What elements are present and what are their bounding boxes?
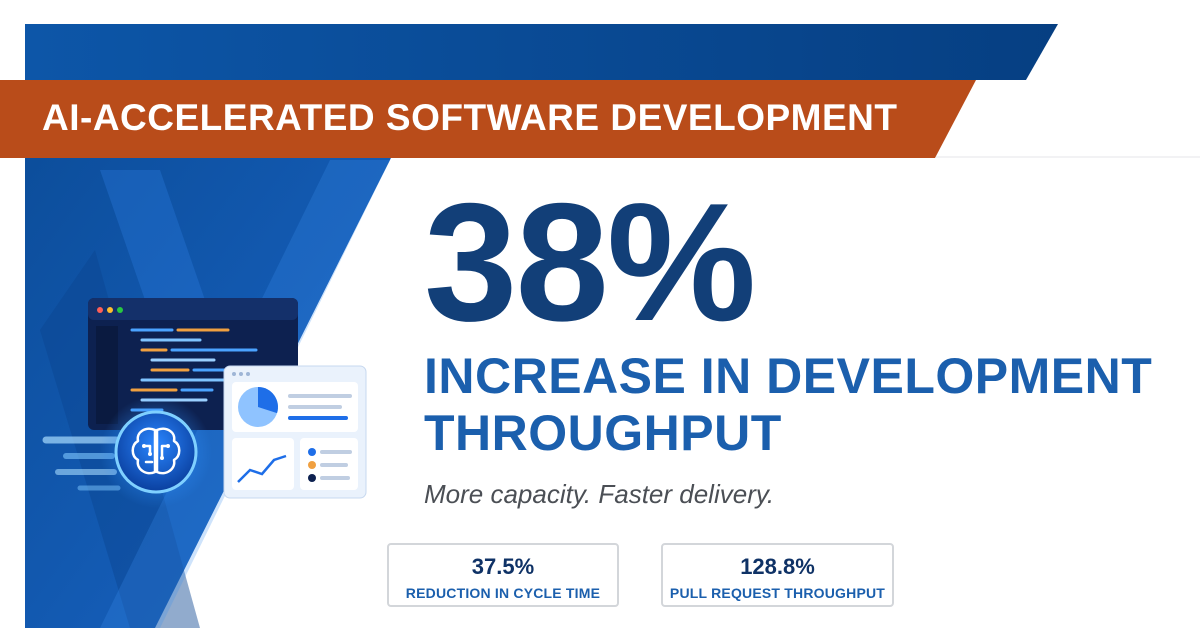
- top-blue-band: [25, 24, 1058, 80]
- banner-title: AI-ACCELERATED SOFTWARE DEVELOPMENT: [42, 97, 898, 138]
- stat-value: 128.8%: [740, 554, 815, 579]
- stat-label: PULL REQUEST THROUGHPUT: [669, 585, 886, 601]
- stat-label: REDUCTION IN CYCLE TIME: [405, 585, 601, 601]
- headline-percentage: 38%: [424, 168, 756, 356]
- stat-card-cycle-time: 37.5% REDUCTION IN CYCLE TIME: [387, 543, 619, 607]
- pie-slice: [258, 387, 278, 414]
- tagline: More capacity. Faster delivery.: [424, 479, 775, 509]
- title-banner: [0, 80, 976, 158]
- stat-value: 37.5%: [471, 554, 535, 579]
- headline-description: INCREASE IN DEVELOPMENT THROUGHPUT: [424, 348, 1153, 461]
- dashboard-window-icon: [223, 365, 367, 499]
- ai-brain-icon: [42, 396, 212, 508]
- pie-chart-icon: [238, 387, 278, 427]
- line-chart-icon: [237, 454, 287, 483]
- stat-card-pr-throughput: 128.8% PULL REQUEST THROUGHPUT: [661, 543, 894, 607]
